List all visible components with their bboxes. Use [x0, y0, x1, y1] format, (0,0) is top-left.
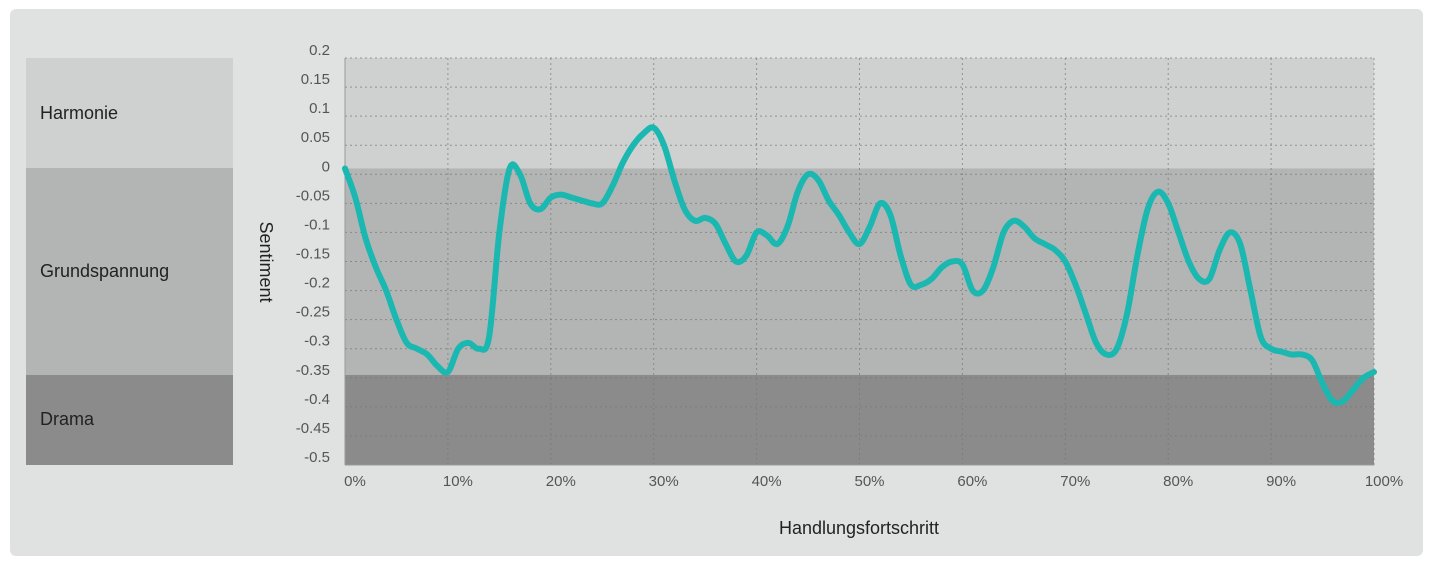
y-tick-label: 0 — [322, 158, 330, 175]
y-tick-label: -0.1 — [304, 216, 330, 233]
x-tick-label: 0% — [344, 473, 366, 490]
x-tick-label: 100% — [1365, 473, 1403, 490]
x-tick-label: 80% — [1163, 473, 1193, 490]
x-axis-title: Handlungsfortschritt — [779, 518, 939, 538]
x-tick-label: 70% — [1060, 473, 1090, 490]
x-tick-label: 40% — [752, 473, 782, 490]
x-tick-label: 60% — [957, 473, 987, 490]
y-tick-label: -0.3 — [304, 333, 330, 350]
sentiment-series-line — [342, 124, 1377, 406]
x-tick-label: 90% — [1266, 473, 1296, 490]
zone-grundspannung: Grundspannung — [26, 168, 233, 375]
y-tick-label: 0.2 — [309, 42, 330, 59]
x-tick-label: 50% — [854, 473, 884, 490]
zone-label: Drama — [40, 409, 95, 430]
y-tick-label: -0.2 — [304, 275, 330, 292]
y-axis-title: Sentiment — [256, 221, 276, 302]
x-tick-label: 10% — [443, 473, 473, 490]
y-tick-label: -0.15 — [296, 246, 330, 263]
y-tick-label: -0.25 — [296, 304, 330, 321]
zone-label: Harmonie — [40, 102, 119, 123]
y-tick-label: -0.05 — [296, 187, 330, 204]
zone-harmonie: Harmonie — [26, 58, 233, 169]
y-tick-label: -0.35 — [296, 362, 330, 379]
y-tick-label: 0.1 — [309, 100, 330, 117]
y-tick-label: -0.4 — [304, 391, 330, 408]
x-tick-label: 20% — [546, 473, 576, 490]
y-tick-label: -0.45 — [296, 420, 330, 437]
zone-label: Grundspannung — [40, 261, 170, 282]
x-tick-label: 30% — [649, 473, 679, 490]
y-tick-label: -0.5 — [304, 449, 330, 466]
zone-drama: Drama — [26, 374, 233, 465]
y-tick-label: 0.05 — [301, 129, 330, 146]
y-tick-label: 0.15 — [301, 71, 330, 88]
